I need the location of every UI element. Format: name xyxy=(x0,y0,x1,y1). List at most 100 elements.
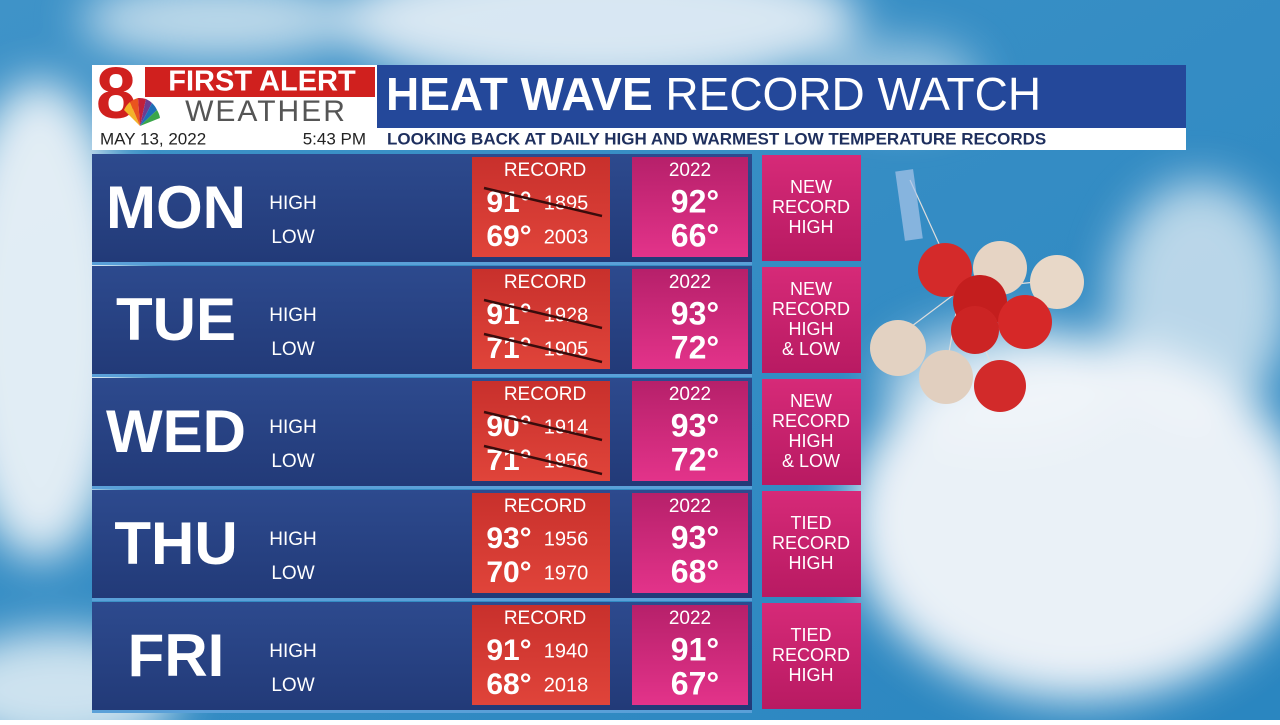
record-label: RECORD xyxy=(504,160,586,181)
current-box xyxy=(632,605,748,705)
title-bar xyxy=(377,65,1186,128)
record-year: 1940 xyxy=(544,640,589,662)
strike-line xyxy=(483,186,603,218)
record-year: 2003 xyxy=(544,226,589,248)
record-label: RECORD xyxy=(504,496,586,517)
current-high: 92° xyxy=(671,183,719,219)
note-line: RECORD xyxy=(772,645,850,665)
balloons xyxy=(870,169,1084,412)
record-temp: 69° xyxy=(486,220,531,253)
date: MAY 13, 2022 xyxy=(100,129,206,148)
record-year: 1956 xyxy=(544,528,589,550)
current-label: 2022 xyxy=(669,160,711,181)
row-divider xyxy=(92,374,752,377)
row-divider xyxy=(92,262,752,265)
low-label: LOW xyxy=(271,451,314,472)
record-year: 1905 xyxy=(544,338,589,360)
record-year: 1970 xyxy=(544,562,589,584)
logo-number: 8 xyxy=(96,54,136,134)
current-label: 2022 xyxy=(669,496,711,517)
title-bold: HEAT WAVE xyxy=(386,68,653,120)
high-label: HIGH xyxy=(269,529,317,550)
record-year: 2018 xyxy=(544,674,589,696)
record-year: 1895 xyxy=(544,192,589,214)
strike-line xyxy=(483,410,603,442)
title-light: RECORD WATCH xyxy=(665,68,1041,120)
note-line: HIGH xyxy=(789,553,834,573)
note-line: & LOW xyxy=(782,451,840,471)
current-label: 2022 xyxy=(669,272,711,293)
current-low: 67° xyxy=(671,665,719,701)
day: TUE xyxy=(116,286,236,353)
note-line: HIGH xyxy=(789,217,834,237)
note-line: NEW xyxy=(790,391,832,411)
current-low: 68° xyxy=(671,553,719,589)
note-line: RECORD xyxy=(772,411,850,431)
title: HEAT WAVE RECORD WATCH xyxy=(386,68,1041,120)
record-box xyxy=(472,605,610,705)
current-box xyxy=(632,493,748,593)
day: FRI xyxy=(128,622,225,689)
note-line: TIED xyxy=(790,625,831,645)
record-temp: 70° xyxy=(486,556,531,589)
record-label: RECORD xyxy=(504,272,586,293)
current-label: 2022 xyxy=(669,608,711,629)
low-label: LOW xyxy=(271,563,314,584)
logo-band xyxy=(145,67,375,97)
row-divider xyxy=(92,598,752,601)
note-line: RECORD xyxy=(772,533,850,553)
note-line: RECORD xyxy=(772,299,850,319)
day: MON xyxy=(106,174,246,241)
note-box xyxy=(762,379,861,485)
high-label: HIGH xyxy=(269,193,317,214)
current-low: 66° xyxy=(671,217,719,253)
note-line: HIGH xyxy=(789,665,834,685)
high-label: HIGH xyxy=(269,305,317,326)
strike-line xyxy=(483,444,603,476)
note-box xyxy=(762,491,861,597)
current-high: 93° xyxy=(671,295,719,331)
high-label: HIGH xyxy=(269,417,317,438)
strike-line xyxy=(483,298,603,330)
record-box xyxy=(472,381,610,481)
info-strip xyxy=(92,128,1186,150)
record-box xyxy=(472,157,610,257)
current-box xyxy=(632,269,748,369)
record-temp: 93° xyxy=(486,522,531,555)
row-divider xyxy=(92,486,752,489)
current-high: 91° xyxy=(671,631,719,667)
note-box xyxy=(762,155,861,261)
note-line: NEW xyxy=(790,177,832,197)
record-year: 1914 xyxy=(544,416,589,438)
record-box xyxy=(472,493,610,593)
note-line: TIED xyxy=(790,513,831,533)
low-label: LOW xyxy=(271,227,314,248)
strike-line xyxy=(483,332,603,364)
low-label: LOW xyxy=(271,339,314,360)
row-divider xyxy=(92,710,752,713)
day: WED xyxy=(106,398,246,465)
subtitle: LOOKING BACK AT DAILY HIGH AND WARMEST L… xyxy=(387,129,1046,148)
current-high: 93° xyxy=(671,407,719,443)
current-box xyxy=(632,381,748,481)
record-box xyxy=(472,269,610,369)
current-low: 72° xyxy=(671,441,719,477)
logo-line1: FIRST ALERT xyxy=(168,66,356,98)
logo-line2: WEATHER xyxy=(185,95,347,128)
current-low: 72° xyxy=(671,329,719,365)
current-box xyxy=(632,157,748,257)
record-temp: 91° xyxy=(486,634,531,667)
time: 5:43 PM xyxy=(303,129,366,148)
note-line: HIGH xyxy=(789,431,834,451)
note-box xyxy=(762,267,861,373)
note-line: RECORD xyxy=(772,197,850,217)
peacock xyxy=(124,97,160,126)
note-box xyxy=(762,603,861,709)
high-label: HIGH xyxy=(269,641,317,662)
current-high: 93° xyxy=(671,519,719,555)
record-year: 1928 xyxy=(544,304,589,326)
record-label: RECORD xyxy=(504,608,586,629)
